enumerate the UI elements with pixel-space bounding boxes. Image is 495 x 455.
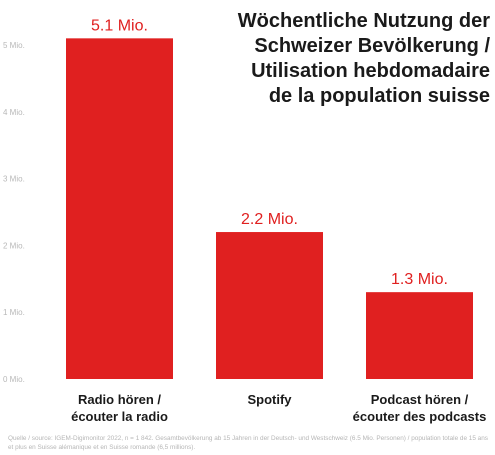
data-labels: 5.1 Mio. 2.2 Mio. 1.3 Mio. <box>91 17 448 288</box>
category-label: écouter des podcasts <box>353 409 487 424</box>
y-tick-label: 5 Mio. <box>3 41 25 50</box>
chart-title-line: Schweizer Bevölkerung / <box>254 35 490 57</box>
category-label: Radio hören / <box>78 392 161 407</box>
data-label: 5.1 Mio. <box>91 17 148 34</box>
data-label: 2.2 Mio. <box>241 211 298 228</box>
bars <box>66 38 473 379</box>
y-tick-label: 2 Mio. <box>3 241 25 250</box>
y-axis: 0 Mio. 1 Mio. 2 Mio. 3 Mio. 4 Mio. 5 Mio. <box>3 41 25 384</box>
bar <box>366 292 473 379</box>
chart-title: Wöchentliche Nutzung der Schweizer Bevölk… <box>236 9 492 109</box>
category-label: Podcast hören / <box>371 392 469 407</box>
source-note: Quelle / source: IGEM-Digimonitor 2022, … <box>8 435 488 451</box>
y-tick-label: 3 Mio. <box>3 175 25 184</box>
data-label: 1.3 Mio. <box>391 271 448 288</box>
category-label: écouter la radio <box>71 409 168 424</box>
chart-title-line: de la population suisse <box>269 85 490 107</box>
category-labels: Radio hören / écouter la radio Spotify Podc… <box>71 392 486 424</box>
chart-title-line: Utilisation hebdomadaire <box>251 60 490 82</box>
category-label: Spotify <box>247 392 292 407</box>
y-tick-label: 4 Mio. <box>3 108 25 117</box>
y-tick-label: 0 Mio. <box>3 375 25 384</box>
bar <box>66 38 173 379</box>
chart-title-line: Wöchentliche Nutzung der <box>238 10 490 32</box>
bar <box>216 232 323 379</box>
y-tick-label: 1 Mio. <box>3 308 25 317</box>
